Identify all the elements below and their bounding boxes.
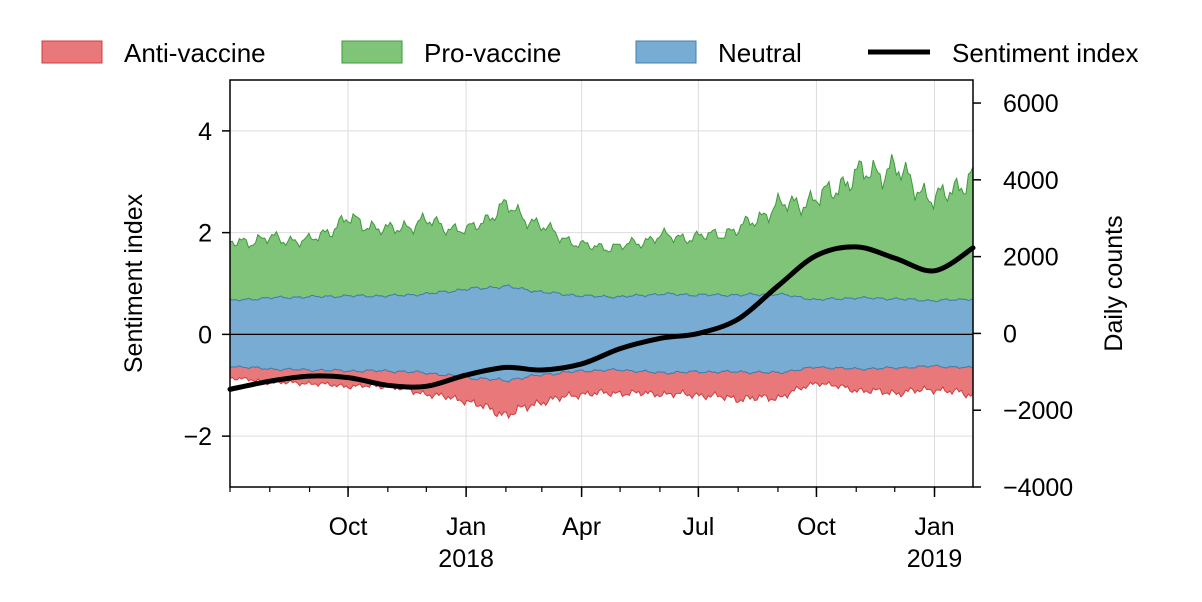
legend-label: Anti-vaccine	[124, 38, 266, 68]
x-tick-year-label: 2018	[438, 545, 494, 573]
legend-swatch	[635, 40, 697, 64]
sentiment-line-layer	[227, 244, 976, 392]
x-tick-label: Jan	[446, 513, 486, 541]
right-axis-title: Daily counts	[1100, 215, 1128, 351]
left-tick-label: −2	[183, 423, 212, 451]
right-tick-label: −4000	[1003, 474, 1073, 502]
left-tick-label: 0	[198, 321, 212, 349]
left-tick-label: 4	[198, 118, 212, 146]
x-tick-label: Oct	[797, 513, 836, 541]
left-axis: −2 0 2 4	[183, 118, 230, 451]
right-tick-label: 2000	[1003, 244, 1059, 272]
area-pro-vaccine	[229, 154, 974, 303]
legend-label: Neutral	[718, 38, 802, 68]
right-tick-label: −2000	[1003, 397, 1073, 425]
legend-swatch	[341, 40, 403, 64]
sentiment-index-line	[227, 244, 976, 392]
right-tick-label: 6000	[1003, 90, 1059, 118]
legend-label: Pro-vaccine	[424, 38, 561, 68]
x-tick-label: Apr	[562, 513, 601, 541]
legend: Anti-vaccine Pro-vaccine Neutral Sentiment …	[41, 38, 1138, 68]
right-axis: −4000 −2000 0 2000 4000 6000	[973, 90, 1073, 502]
x-axis: Oct Jan 2018 Apr Jul Oct Jan 2019	[229, 487, 963, 573]
x-tick-year-label: 2019	[907, 545, 963, 573]
right-tick-label: 0	[1003, 320, 1017, 348]
right-tick-label: 4000	[1003, 167, 1059, 195]
plot-frame	[229, 79, 974, 488]
x-tick-label: Oct	[329, 513, 368, 541]
area-neutral	[229, 284, 974, 383]
left-axis-title: Sentiment index	[120, 193, 148, 373]
x-tick-label: Jan	[914, 513, 954, 541]
x-tick-label: Jul	[682, 513, 714, 541]
area-anti-vaccine	[229, 364, 974, 420]
legend-swatch	[41, 40, 103, 64]
left-tick-label: 2	[198, 220, 212, 248]
legend-label: Sentiment index	[952, 38, 1138, 68]
